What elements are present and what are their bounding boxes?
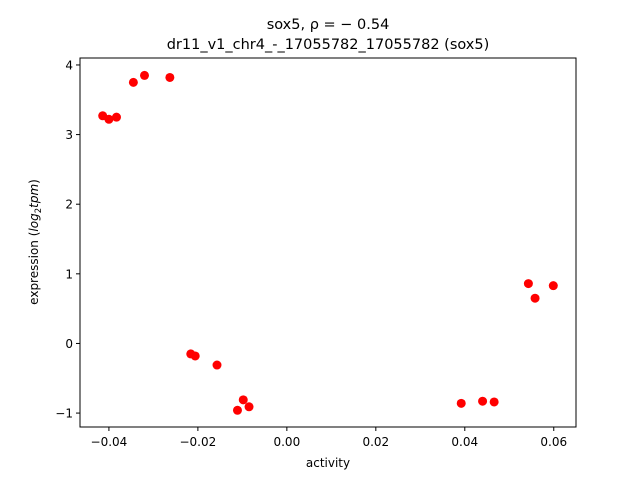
data-point-2 (104, 114, 114, 124)
plot-frame (79, 57, 577, 428)
x-tick-label-2: −0.02 (179, 435, 216, 449)
y-axis-label: expression (log2tpm) (27, 179, 44, 305)
data-point-6 (165, 72, 175, 82)
y-tick-label-6: 4 (65, 58, 73, 72)
x-tick-label-6: 0.06 (540, 435, 567, 449)
y-axis-label-math2: tpm (27, 184, 41, 208)
y-tick-label-4: 2 (65, 198, 73, 212)
y-axis-label-prefix: expression ( (27, 232, 41, 305)
y-axis-label-suffix: ) (27, 179, 41, 184)
data-point-8 (190, 351, 200, 361)
data-point-9 (212, 360, 222, 370)
y-tick-label-2: 0 (65, 337, 73, 351)
x-tick-label-3: 0.00 (273, 435, 300, 449)
data-point-11 (244, 402, 254, 412)
data-point-15 (489, 397, 499, 407)
y-axis-ticks: −1 0 1 2 3 4 (55, 58, 80, 421)
y-tick-label-3: 1 (65, 267, 73, 281)
y-tick-label-1: −1 (55, 407, 73, 421)
data-point-14 (478, 396, 488, 406)
y-tick-label-5: 3 (65, 128, 73, 142)
data-point-17 (530, 293, 540, 303)
data-point-16 (523, 279, 533, 289)
x-tick-label-1: −0.04 (91, 435, 128, 449)
data-point-3 (111, 112, 121, 122)
data-point-4 (128, 77, 138, 87)
chart-title-line1: sox5, ρ = − 0.54 (267, 17, 390, 33)
plot-area: −0.04 −0.02 0.00 0.02 0.04 0.06 −1 0 1 2 3 4 (55, 57, 577, 449)
data-point-12 (232, 405, 242, 415)
y-axis-label-subscript: 2 (34, 208, 44, 213)
data-point-13 (456, 398, 466, 408)
x-tick-label-5: 0.04 (451, 435, 478, 449)
data-point-18 (548, 281, 558, 291)
x-tick-label-4: 0.02 (362, 435, 389, 449)
data-points (98, 70, 558, 415)
data-point-5 (140, 70, 149, 80)
x-axis-ticks: −0.04 −0.02 0.00 0.02 0.04 0.06 (91, 427, 567, 449)
x-axis-label: activity (306, 456, 350, 470)
data-point-10 (238, 395, 248, 405)
y-axis-label-math: log (27, 213, 41, 232)
chart-title-line2: dr11_v1_chr4_-_17055782_17055782 (sox5) (167, 37, 490, 53)
